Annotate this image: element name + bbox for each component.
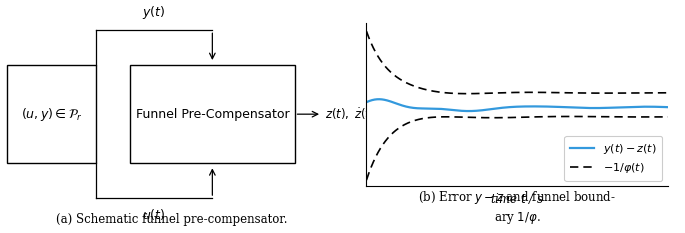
- Text: (b) Error $y - z$ and funnel bound-
ary $1/\varphi$.: (b) Error $y - z$ and funnel bound- ary …: [418, 188, 616, 226]
- Text: $(u, y) \in \mathcal{P}_r$: $(u, y) \in \mathcal{P}_r$: [21, 106, 82, 123]
- X-axis label: time $t$ / s: time $t$ / s: [490, 191, 544, 206]
- Text: $y(t)$: $y(t)$: [142, 4, 166, 21]
- Bar: [7, 65, 96, 163]
- Text: $z(t),\; \dot{z}(t)$: $z(t),\; \dot{z}(t)$: [325, 106, 375, 122]
- Legend: $y(t) - z(t)$, $-1/\varphi(t)$: $y(t) - z(t)$, $-1/\varphi(t)$: [564, 136, 662, 181]
- Text: $u(t)$: $u(t)$: [142, 207, 166, 222]
- Text: Funnel Pre-Compensator: Funnel Pre-Compensator: [136, 108, 289, 121]
- Text: (a) Schematic funnel pre-compensator.: (a) Schematic funnel pre-compensator.: [55, 213, 287, 226]
- Bar: [130, 65, 295, 163]
